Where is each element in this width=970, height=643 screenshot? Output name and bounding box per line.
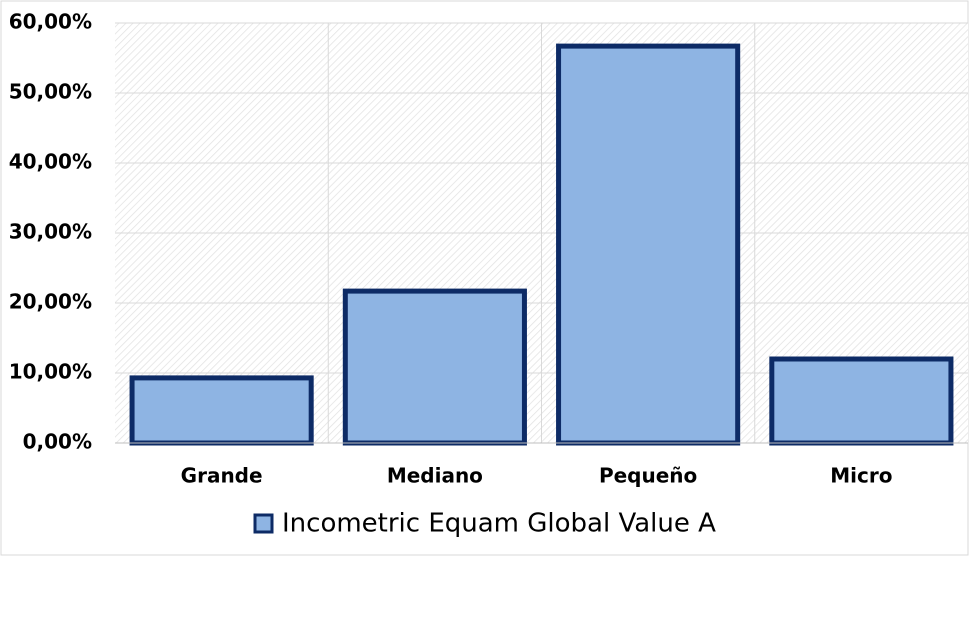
y-tick-label: 50,00% bbox=[9, 80, 92, 104]
x-tick-label: Mediano bbox=[387, 464, 483, 488]
y-tick-label: 60,00% bbox=[9, 10, 92, 34]
x-tick-label: Micro bbox=[830, 464, 892, 488]
x-tick-label: Grande bbox=[181, 464, 263, 488]
y-tick-label: 20,00% bbox=[9, 290, 92, 314]
bar bbox=[556, 43, 741, 446]
x-tick-label: Pequeño bbox=[599, 464, 697, 488]
y-tick-label: 0,00% bbox=[23, 430, 92, 454]
bar bbox=[342, 288, 527, 446]
y-tick-label: 40,00% bbox=[9, 150, 92, 174]
y-tick-label: 30,00% bbox=[9, 220, 92, 244]
bar bbox=[129, 375, 314, 446]
y-tick-label: 10,00% bbox=[9, 360, 92, 384]
legend-label: Incometric Equam Global Value A bbox=[282, 509, 716, 539]
bar bbox=[769, 356, 954, 446]
legend-swatch bbox=[253, 513, 274, 534]
